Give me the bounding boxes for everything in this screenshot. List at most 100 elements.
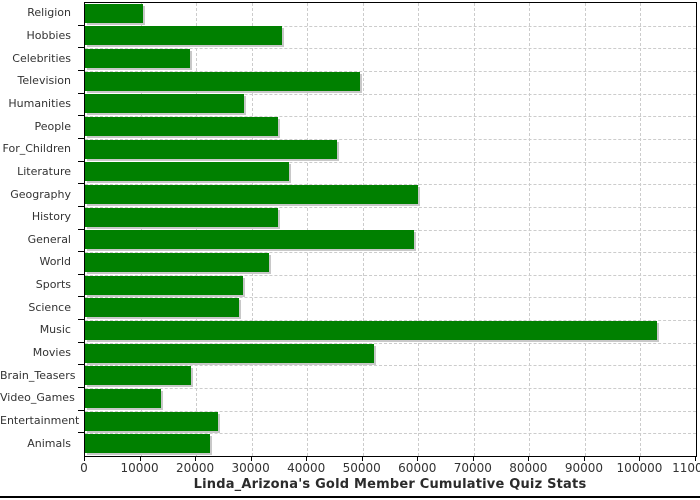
y-axis-tick	[78, 115, 84, 117]
bar-celebrities	[85, 49, 190, 69]
y-axis-label: Religion	[27, 6, 71, 20]
gridline-horizontal	[85, 48, 696, 50]
bar-people	[85, 117, 278, 137]
bar-religion	[85, 3, 144, 23]
bar-general	[85, 230, 414, 250]
plot-area	[84, 2, 697, 457]
bar-sports	[85, 275, 244, 295]
y-axis-label: Movies	[32, 346, 71, 360]
y-axis-tick	[78, 409, 84, 411]
y-axis-label: World	[39, 255, 71, 269]
x-axis-tick	[417, 456, 419, 461]
y-axis-label: Music	[39, 323, 71, 337]
y-axis-tick	[78, 251, 84, 253]
y-axis-label: Science	[28, 300, 71, 314]
y-axis-label: Video_Games	[0, 391, 75, 405]
gridline-horizontal	[85, 433, 696, 435]
bottom-border-line	[0, 496, 700, 498]
y-axis-tick	[78, 319, 84, 321]
x-axis-tick	[195, 456, 197, 461]
y-axis-tick	[78, 432, 84, 434]
bar-music	[85, 320, 657, 340]
gridline-horizontal	[85, 229, 696, 231]
x-axis-label: 40000	[287, 461, 326, 475]
gridline-horizontal	[85, 297, 696, 299]
gridline-horizontal	[85, 252, 696, 254]
gridline-horizontal	[85, 184, 696, 186]
x-axis-label: 80000	[509, 461, 548, 475]
y-axis-tick	[78, 183, 84, 185]
bar-science	[85, 298, 239, 318]
y-axis-tick	[78, 296, 84, 298]
x-axis-tick	[583, 456, 585, 461]
x-axis-tick	[250, 456, 252, 461]
gridline-horizontal	[85, 365, 696, 367]
gridline-horizontal	[85, 70, 696, 72]
y-axis-label: General	[27, 232, 71, 246]
bar-geography	[85, 185, 418, 205]
bar-history	[85, 207, 278, 227]
y-axis-label: For_Children	[2, 142, 71, 156]
y-axis-tick	[78, 92, 84, 94]
x-axis-label: 50000	[342, 461, 381, 475]
x-axis-tick	[84, 456, 85, 461]
gridline-horizontal	[85, 206, 696, 208]
y-axis-tick	[78, 205, 84, 207]
y-axis-tick	[78, 273, 84, 275]
y-axis-label: Brain_Teasers	[0, 368, 76, 382]
y-axis-tick	[78, 24, 84, 26]
gridline-horizontal	[85, 274, 696, 276]
bar-movies	[85, 343, 374, 363]
y-axis-label: Celebrities	[12, 51, 71, 65]
y-axis-tick	[78, 69, 84, 71]
x-axis-tick	[361, 456, 363, 461]
y-axis-tick	[78, 228, 84, 230]
y-axis-label: People	[34, 119, 71, 133]
x-axis-label: 70000	[453, 461, 492, 475]
x-axis-label: 60000	[398, 461, 437, 475]
y-axis-tick	[78, 47, 84, 49]
chart-title: Linda_Arizona's Gold Member Cumulative Q…	[193, 477, 587, 492]
x-axis-label: 90000	[564, 461, 603, 475]
x-axis-label: 0	[80, 461, 88, 475]
x-axis-label: 10000	[120, 461, 159, 475]
gridline-horizontal	[85, 320, 696, 322]
bar-television	[85, 71, 360, 91]
y-axis-tick	[78, 341, 84, 343]
bar-entertainment	[85, 411, 218, 431]
y-axis-label: Television	[17, 74, 72, 88]
y-axis-tick	[78, 364, 84, 366]
gridline-horizontal	[85, 410, 696, 412]
gridline-horizontal	[85, 342, 696, 344]
x-axis-label: 110000	[672, 461, 700, 475]
gridline-horizontal	[85, 116, 696, 118]
y-axis-tick	[78, 387, 84, 389]
x-axis-tick	[528, 456, 530, 461]
bar-humanities	[85, 94, 244, 114]
bar-hobbies	[85, 26, 283, 46]
gridline-horizontal	[85, 25, 696, 27]
gridline-horizontal	[85, 161, 696, 163]
x-axis-tick	[639, 456, 641, 461]
y-axis-label: Literature	[17, 164, 71, 178]
y-axis-label: Hobbies	[26, 28, 71, 42]
y-axis-label: Animals	[27, 436, 71, 450]
x-axis-label: 100000	[616, 461, 663, 475]
y-axis-tick	[78, 160, 84, 162]
bar-video_games	[85, 388, 162, 408]
y-axis-label: History	[31, 210, 71, 224]
x-axis-tick	[306, 456, 308, 461]
x-axis-tick	[139, 456, 141, 461]
x-axis-label: 30000	[231, 461, 270, 475]
bar-world	[85, 252, 270, 272]
y-axis-label: Entertainment	[0, 414, 80, 428]
bar-literature	[85, 162, 289, 182]
gridline-horizontal	[85, 388, 696, 390]
x-axis-tick	[695, 456, 696, 461]
bar-animals	[85, 434, 210, 454]
y-axis-tick	[78, 137, 84, 139]
gridline-horizontal	[85, 138, 696, 140]
gridline-horizontal	[85, 93, 696, 95]
y-axis-label: Geography	[10, 187, 71, 201]
